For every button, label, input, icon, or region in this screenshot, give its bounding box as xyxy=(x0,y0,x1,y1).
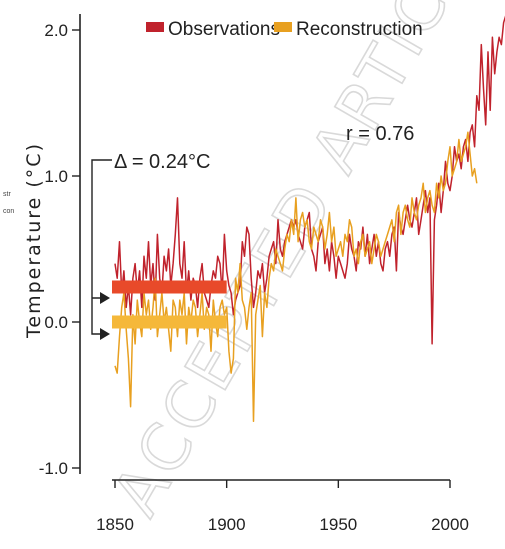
side-label-str: str xyxy=(3,191,11,198)
arrow-obs-baseline xyxy=(100,292,110,304)
legend-label-observations: Observations xyxy=(168,19,280,40)
x-tick-label: 1850 xyxy=(96,515,134,534)
y-axis-title: Temperature (°C) xyxy=(23,142,45,339)
x-tick-label: 1900 xyxy=(208,515,246,534)
series-group xyxy=(114,15,505,423)
x-tick-label: 1950 xyxy=(319,515,357,534)
arrow-recon-baseline xyxy=(100,328,110,340)
baseline-group xyxy=(112,280,227,329)
tick-group: -1.0 0.0 1.0 2.0 1850 1900 1950 2000 xyxy=(39,21,469,534)
watermark-text: ACCEPTED ARTICLE xyxy=(100,0,505,528)
legend-swatch-reconstruction xyxy=(274,22,292,32)
delta-bracket xyxy=(91,159,112,335)
y-tick-label: 0.0 xyxy=(44,313,68,332)
correlation-annotation: r = 0.76 xyxy=(346,123,414,145)
delta-annotation: Δ = 0.24°C xyxy=(114,151,210,173)
series-line-observations xyxy=(114,15,505,345)
legend-swatch-observations xyxy=(146,22,164,32)
y-tick-label: 1.0 xyxy=(44,167,68,186)
legend: Observations Reconstruction xyxy=(146,19,423,40)
y-tick-label: 2.0 xyxy=(44,21,68,40)
x-tick-label: 2000 xyxy=(431,515,469,534)
legend-label-reconstruction: Reconstruction xyxy=(296,19,423,40)
side-label-con: con xyxy=(3,208,14,215)
series-line-reconstruction xyxy=(114,131,478,423)
y-tick-label: -1.0 xyxy=(39,459,68,478)
